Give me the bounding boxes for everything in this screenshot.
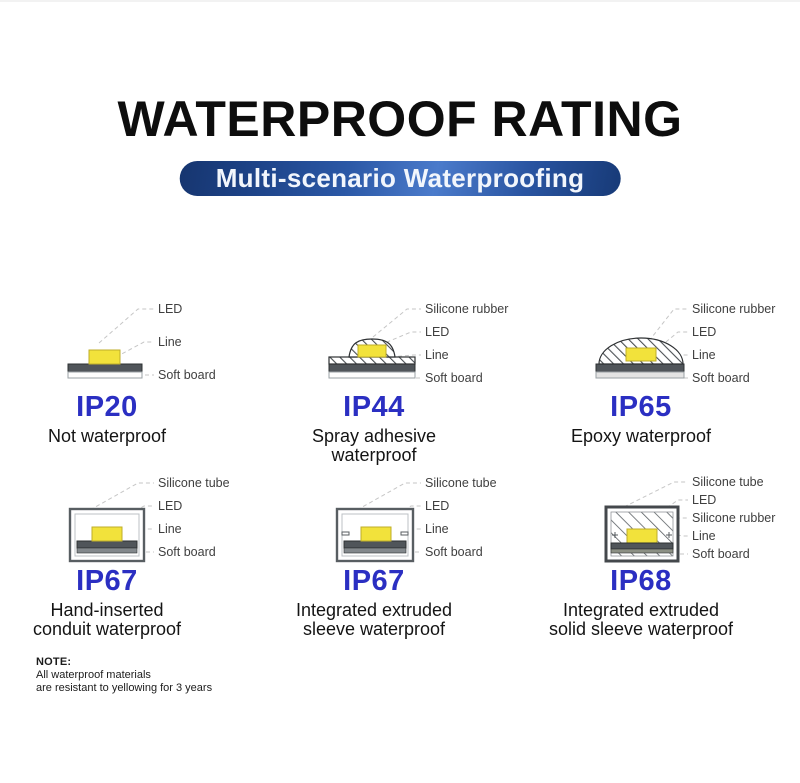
ip-rating: IP67	[343, 565, 405, 597]
page-title: WATERPROOF RATING	[117, 91, 683, 147]
board-underside-shape	[67, 371, 143, 379]
ip67-conduit-figure: Silicone tube LED Line Soft board	[0, 469, 266, 569]
ip-card-ip68: Silicone tube LED Silicone rubber Line S…	[534, 469, 800, 639]
layer-label: Line	[158, 335, 182, 349]
ip-rating: IP44	[343, 391, 405, 423]
ip-card-ip65: Silicone rubber LED Line Soft board IP65…	[534, 295, 800, 446]
footnote-line: are resistant to yellowing for 3 years	[36, 682, 213, 694]
layer-label: Soft board	[425, 545, 483, 559]
footnote: NOTE: All waterproof materials are resis…	[36, 656, 212, 695]
footnote-heading: NOTE:	[36, 656, 72, 668]
layer-label: Line	[158, 522, 182, 536]
layer-label: Soft board	[158, 368, 216, 382]
layer-label: Soft board	[158, 545, 216, 559]
layer-label: Soft board	[425, 371, 483, 385]
description-line: Spray adhesive waterproof	[311, 426, 437, 465]
led-chip-shape	[625, 347, 657, 362]
rating-description: Hand-inserted conduit waterproof	[0, 601, 214, 639]
board-underside-shape	[76, 547, 138, 554]
layer-label: Soft board	[692, 371, 750, 385]
leader-lines	[623, 481, 688, 555]
ip65-figure: Silicone rubber LED Line Soft board	[534, 295, 800, 395]
soft-board-shape	[610, 542, 674, 550]
soft-board-shape	[343, 540, 407, 549]
description-line: Not waterproof	[47, 426, 167, 446]
tube-ledge-left-shape	[341, 531, 350, 536]
ip-card-ip67-sleeve: Silicone tube LED Line Soft board IP67 I…	[267, 469, 533, 639]
board-underside-shape	[343, 547, 407, 554]
footnote-line: All waterproof materials	[36, 669, 151, 681]
layer-label: Silicone rubber	[425, 302, 509, 316]
layer-label: LED	[425, 499, 450, 513]
board-underside-shape	[328, 371, 416, 379]
description-line: Hand-inserted	[50, 600, 164, 620]
layer-label: Line	[425, 348, 449, 362]
ip68-figure: Silicone tube LED Silicone rubber Line S…	[534, 469, 800, 569]
soft-board-shape	[67, 363, 143, 373]
rating-description: Integrated extruded sleeve waterproof	[267, 601, 481, 639]
leader-lines	[98, 308, 154, 376]
ip20-figure: LED Line Soft board	[0, 295, 266, 395]
banner-pill: Multi-scenario Waterproofing	[179, 161, 621, 196]
tube-ledge-right-shape	[400, 531, 409, 536]
soft-board-shape	[595, 363, 685, 373]
ip68-cross-section-diagram	[604, 481, 688, 563]
soft-board-shape	[76, 540, 138, 549]
side-clip-right-shape	[666, 532, 672, 538]
ip-rating: IP67	[76, 565, 138, 597]
leader-lines	[372, 308, 421, 379]
ip-card-ip20: LED Line Soft board IP20 Not waterproof	[0, 295, 266, 446]
ip-rating: IP68	[610, 565, 672, 597]
ip44-cross-section-diagram	[328, 308, 421, 379]
rating-description: Epoxy waterproof	[534, 427, 748, 446]
layer-label: LED	[425, 325, 450, 339]
led-chip-shape	[88, 349, 121, 365]
layer-label: LED	[692, 493, 717, 507]
layer-label: Line	[692, 529, 716, 543]
ip20-cross-section-diagram	[67, 308, 154, 379]
ip-rating: IP20	[76, 391, 138, 423]
layer-label: Silicone rubber	[692, 511, 776, 525]
layer-label: Line	[692, 348, 716, 362]
ip-card-ip44: Silicone rubber LED Line Soft board IP44…	[267, 295, 533, 465]
led-chip-shape	[626, 528, 658, 544]
layer-label: LED	[158, 302, 183, 316]
ip67-conduit-cross-section-diagram	[68, 482, 154, 563]
description-line: Integrated extruded	[562, 600, 720, 620]
board-underside-shape	[610, 548, 674, 554]
rating-description: Spray adhesive waterproof	[267, 427, 481, 465]
layer-label: Silicone tube	[692, 475, 764, 489]
soft-board-shape	[328, 363, 416, 373]
layer-label: Silicone rubber	[692, 302, 776, 316]
description-line: conduit waterproof	[32, 619, 182, 639]
led-chip-shape	[360, 526, 392, 542]
ip-card-ip67-conduit: Silicone tube LED Line Soft board IP67 H…	[0, 469, 266, 639]
description-line: solid sleeve waterproof	[548, 619, 734, 639]
board-underside-shape	[595, 371, 685, 379]
ip67-sleeve-cross-section-diagram	[335, 482, 421, 563]
layer-label: Silicone tube	[158, 476, 230, 490]
led-chip-shape	[91, 526, 123, 542]
layer-label: Line	[425, 522, 449, 536]
description-line: Integrated extruded	[295, 600, 453, 620]
layer-label: LED	[158, 499, 183, 513]
ip65-cross-section-diagram	[595, 308, 688, 379]
silicone-rubber-layer-shape	[328, 356, 416, 365]
description-line: sleeve waterproof	[302, 619, 446, 639]
ip67-sleeve-figure: Silicone tube LED Line Soft board	[267, 469, 533, 569]
layer-label: Soft board	[692, 547, 750, 561]
ip-rating: IP65	[610, 391, 672, 423]
side-clip-left-shape	[612, 532, 618, 538]
layer-label: LED	[692, 325, 717, 339]
description-line: Epoxy waterproof	[570, 426, 712, 446]
layer-label: Silicone tube	[425, 476, 497, 490]
rating-description: Not waterproof	[0, 427, 214, 446]
ip44-figure: Silicone rubber LED Line Soft board	[267, 295, 533, 395]
led-chip-shape	[357, 344, 387, 358]
rating-description: Integrated extruded solid sleeve waterpr…	[534, 601, 748, 639]
